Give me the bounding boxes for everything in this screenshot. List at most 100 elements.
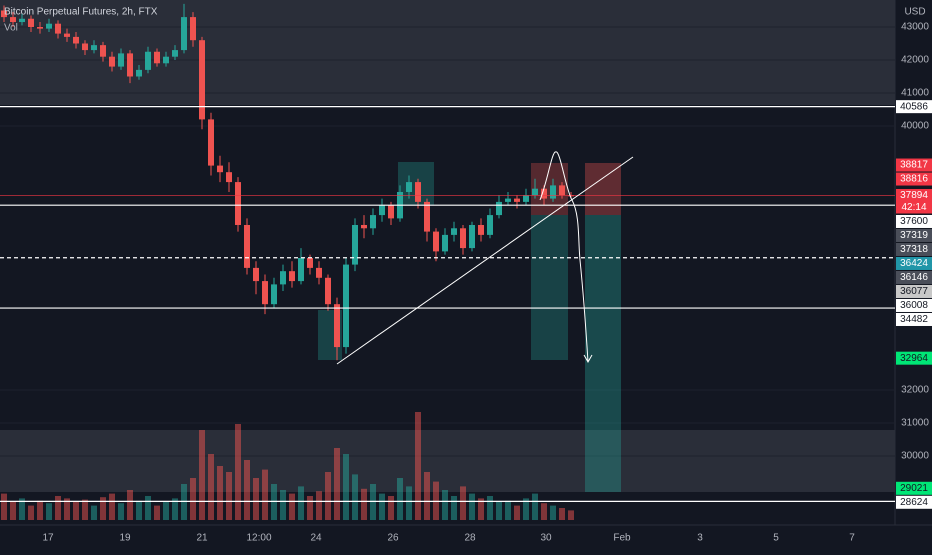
chart-title: Bitcoin Perpetual Futures, 2h, FTX — [4, 7, 158, 18]
x-tick-label: 19 — [119, 533, 131, 544]
currency: USD — [904, 7, 925, 18]
volume-bar — [343, 454, 349, 520]
candle-body — [217, 165, 223, 173]
volume-bar — [325, 472, 331, 520]
price-label-box — [896, 158, 932, 172]
candle-body — [415, 182, 421, 202]
volume-bar — [1, 493, 7, 520]
candle-body — [298, 257, 304, 282]
price-label: 37319 — [900, 230, 928, 241]
candle-body — [361, 224, 367, 229]
candle-body — [190, 17, 196, 41]
candle-body — [181, 17, 187, 51]
volume-bar — [190, 478, 196, 520]
target-box — [585, 215, 621, 492]
y-tick-label: 30000 — [901, 451, 929, 462]
candle-body — [334, 304, 340, 348]
candle-body — [352, 224, 358, 265]
volume-bar — [415, 412, 421, 520]
x-tick-label: 28 — [464, 533, 476, 544]
x-tick-label: 5 — [773, 533, 779, 544]
y-tick-label: 41000 — [901, 88, 929, 99]
price-lines — [0, 106, 895, 502]
volume-bar — [163, 502, 169, 520]
price-label: 37894 — [900, 190, 928, 201]
volume-bar — [208, 454, 214, 520]
candle-body — [226, 172, 232, 183]
x-tick-label: 21 — [196, 533, 208, 544]
x-tick-label: 7 — [849, 533, 855, 544]
price-label-box — [896, 495, 932, 509]
volume-bar — [145, 496, 151, 520]
candle-body — [388, 205, 394, 219]
volume-bar — [172, 498, 178, 520]
volume-bar — [568, 510, 574, 520]
price-label: 36008 — [900, 300, 928, 311]
candle-body — [343, 264, 349, 348]
price-label-box — [896, 256, 932, 270]
candle-body — [208, 119, 214, 166]
x-tick-label: 24 — [310, 533, 322, 544]
candle-body — [19, 18, 25, 23]
candle-body — [163, 56, 169, 64]
price-label-box — [896, 228, 932, 242]
price-label-box — [896, 481, 932, 495]
volume-bar — [217, 466, 223, 520]
volume-bar — [532, 493, 538, 520]
candle-body — [244, 224, 250, 268]
candle-body — [46, 23, 52, 29]
volume-bar — [478, 498, 484, 520]
price-label: 36077 — [900, 286, 928, 297]
candle-body — [316, 267, 322, 278]
volume-bar — [244, 460, 250, 520]
price-label-box — [896, 188, 932, 202]
volume-bar — [352, 474, 358, 520]
price-label-box — [896, 270, 932, 284]
candle-body — [541, 188, 547, 199]
volume-bar — [253, 478, 259, 520]
x-tick-label: 17 — [42, 533, 54, 544]
volume-bar — [442, 490, 448, 520]
price-label-box — [896, 100, 932, 114]
volume-bar — [280, 490, 286, 520]
price-label-box — [896, 351, 932, 365]
x-tick-label: 3 — [697, 533, 703, 544]
volume-bar — [271, 484, 277, 520]
candle-body — [145, 51, 151, 70]
candle-body — [109, 56, 115, 67]
volume-bar — [226, 472, 232, 520]
candle-body — [406, 182, 412, 192]
sketch-arrow — [539, 151, 593, 364]
volume-bar — [451, 496, 457, 520]
volume-bar — [91, 505, 97, 520]
volume-bar — [100, 497, 106, 520]
candle-body — [370, 215, 376, 229]
price-label: 38816 — [900, 174, 928, 185]
volume-bar — [361, 488, 367, 520]
price-label-box — [896, 172, 932, 186]
price-label: 37318 — [900, 244, 928, 255]
candle-body — [64, 33, 70, 37]
candle-body — [568, 195, 574, 197]
zone-band — [0, 430, 895, 492]
candle-body — [136, 69, 142, 77]
candles — [1, 3, 574, 361]
candle-body — [118, 53, 124, 67]
candle-body — [496, 201, 502, 216]
price-label-box — [896, 214, 932, 228]
y-tick-label: 43000 — [901, 22, 929, 33]
volume-bar — [397, 478, 403, 520]
candle-body — [1, 10, 7, 18]
volume-bar — [19, 498, 25, 520]
candle-body — [280, 271, 286, 285]
volume-bar — [487, 496, 493, 520]
volume-bar — [118, 503, 124, 520]
candle-body — [73, 36, 79, 44]
candle-body — [307, 257, 313, 268]
volume-bar — [559, 508, 565, 520]
volume-bar — [82, 499, 88, 520]
candle-body — [271, 284, 277, 305]
candle-body — [523, 195, 529, 202]
volume-bar — [109, 493, 115, 520]
